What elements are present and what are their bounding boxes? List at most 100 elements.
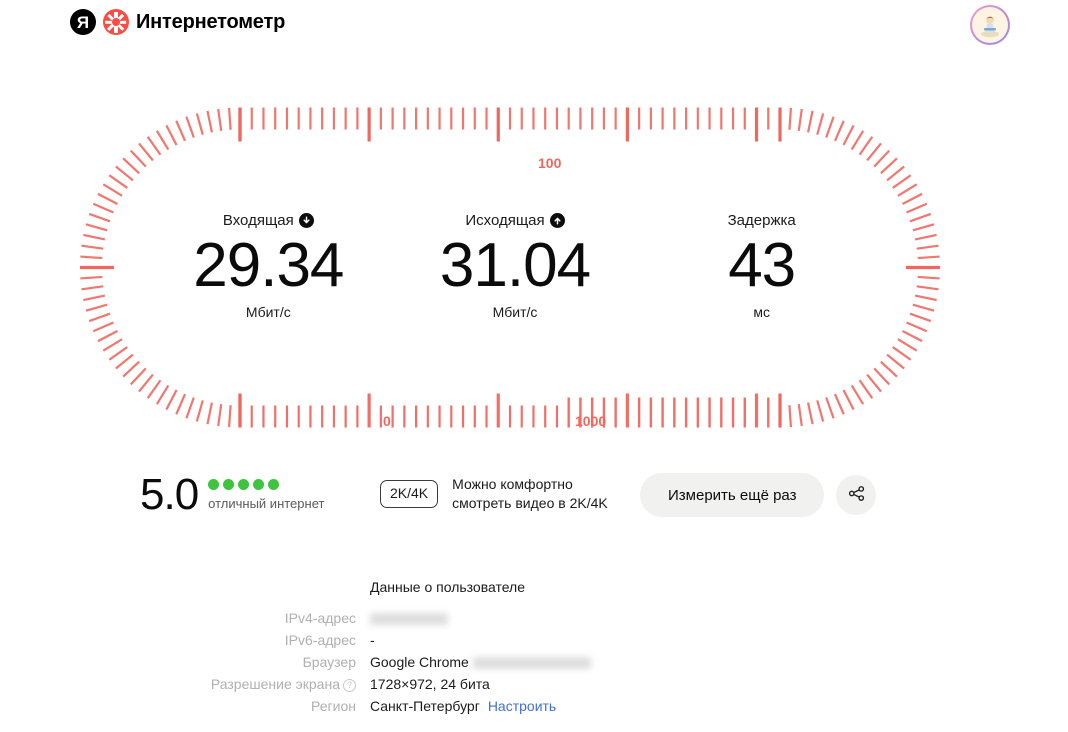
user-data-key: IPv6-адрес bbox=[284, 632, 356, 648]
gauge-tick bbox=[916, 285, 939, 291]
user-data-title: Данные о пользователе bbox=[370, 579, 526, 595]
gauge-tick bbox=[122, 360, 140, 378]
gauge-tick bbox=[138, 142, 154, 162]
gauge-tick bbox=[902, 330, 923, 343]
gauge-tick bbox=[873, 149, 891, 168]
gauge-tick bbox=[97, 330, 118, 343]
gauge-tick bbox=[165, 389, 178, 411]
gauge-tick bbox=[155, 384, 170, 405]
gauge-tick bbox=[880, 157, 898, 175]
gauge-tick bbox=[916, 244, 939, 250]
remeasure-button[interactable]: Измерить ещё раз bbox=[640, 473, 825, 517]
user-data-key: IPv4-адрес bbox=[284, 610, 356, 626]
gauge-tick bbox=[858, 136, 874, 156]
gauge-tick bbox=[80, 275, 103, 280]
metric-latency-title: Задержка bbox=[638, 210, 885, 230]
gauge-tick bbox=[892, 174, 912, 189]
user-data-row: Браузер Google Chrome bbox=[0, 651, 1068, 673]
gauge-tick bbox=[83, 294, 106, 302]
user-data-row: IPv6-адрес - bbox=[0, 629, 1068, 651]
user-data-key: Регион bbox=[311, 698, 356, 714]
gauge-label-100: 100 bbox=[538, 155, 562, 171]
video-quality-block: 2K/4K Можно комфортно смотреть видео в 2… bbox=[380, 475, 608, 513]
gauge-tick bbox=[917, 255, 940, 260]
user-data-value bbox=[363, 607, 1068, 629]
user-data-row: IPv4-адрес bbox=[0, 607, 1068, 629]
gauge-tick bbox=[858, 379, 874, 399]
metric-upload-value: 31.04 bbox=[439, 231, 591, 300]
user-data-key: Разрешение экрана? bbox=[0, 673, 363, 695]
rating-dots bbox=[208, 479, 324, 490]
gauge-tick bbox=[797, 404, 803, 427]
gauge-tick bbox=[906, 321, 928, 333]
gauge-tick bbox=[892, 346, 912, 361]
gauge-tick bbox=[195, 400, 204, 422]
action-buttons: Измерить ещё раз bbox=[640, 473, 877, 517]
metric-latency: Задержка 43 мс bbox=[638, 210, 885, 321]
rating-block: 5.0 отличный интернет bbox=[140, 468, 324, 517]
rating-dot bbox=[253, 479, 265, 490]
gauge-tick bbox=[807, 110, 814, 133]
page-header: Я Интернетометр bbox=[0, 0, 1068, 56]
metric-upload-unit: Мбит/с bbox=[492, 304, 538, 321]
region-setup-link[interactable]: Настроить bbox=[487, 698, 557, 714]
brand-logo[interactable]: Я Интернетометр bbox=[70, 9, 285, 35]
gauge-tick bbox=[146, 136, 162, 156]
metric-latency-label: Задержка bbox=[727, 211, 796, 229]
gauge-tick bbox=[807, 402, 814, 425]
gauge-tick bbox=[850, 384, 865, 405]
avatar-image bbox=[972, 7, 1008, 43]
gauge-tick bbox=[797, 108, 803, 131]
gauge-tick bbox=[217, 108, 223, 131]
gauge-tick bbox=[842, 124, 855, 146]
gauge-tick bbox=[902, 192, 923, 205]
gauge-label-0: 0 bbox=[383, 413, 391, 429]
gauge-tick bbox=[102, 183, 123, 197]
user-avatar[interactable] bbox=[970, 5, 1010, 45]
gauge-tick bbox=[165, 124, 178, 146]
gauge-tick bbox=[92, 321, 114, 333]
gauge-tick bbox=[886, 353, 905, 370]
share-button[interactable] bbox=[836, 475, 877, 515]
redacted-value bbox=[370, 613, 448, 626]
gauge-tick bbox=[85, 303, 108, 312]
rating-dot bbox=[268, 479, 280, 490]
rating-dot bbox=[238, 479, 250, 490]
yandex-logo-icon: Я bbox=[70, 9, 96, 35]
gauge-tick bbox=[195, 113, 204, 135]
gauge-tick bbox=[108, 174, 128, 189]
metric-download-value: 29.34 bbox=[193, 231, 344, 300]
metrics-row: Входящая 29.34 Мбит/с Исходящая 31.04 Мб… bbox=[145, 210, 885, 321]
help-icon[interactable]: ? bbox=[343, 679, 356, 692]
gauge-tick bbox=[175, 120, 187, 142]
video-quality-text: Можно комфортно смотреть видео в 2K/4K bbox=[452, 476, 608, 511]
brand-title: Интернетометр bbox=[136, 10, 286, 33]
metric-latency-value: 43 bbox=[728, 231, 796, 300]
video-quality-badge: 2K/4K bbox=[380, 480, 439, 508]
metric-upload-title: Исходящая bbox=[392, 210, 639, 230]
gauge-label-1000: 1000 bbox=[575, 413, 607, 429]
rating-dot bbox=[208, 479, 220, 490]
share-nodes-icon bbox=[847, 484, 866, 506]
user-data-value: Google Chrome bbox=[363, 651, 1068, 673]
avatar-illustration-icon bbox=[981, 16, 999, 38]
arrow-down-icon bbox=[298, 212, 314, 228]
gauge-ticks bbox=[80, 107, 940, 428]
gauge-tick bbox=[909, 312, 932, 323]
gauge-tick bbox=[129, 367, 147, 386]
gauge-tick bbox=[122, 157, 140, 175]
gauge-tick bbox=[129, 149, 147, 168]
gauge-tick bbox=[880, 360, 898, 378]
result-summary-bar: 5.0 отличный интернет 2K/4K Можно комфор… bbox=[0, 468, 1068, 530]
gauge-tick bbox=[108, 346, 128, 361]
internetometer-burst-icon bbox=[103, 9, 129, 35]
gauge-tick bbox=[227, 405, 232, 428]
gauge-tick bbox=[227, 107, 232, 130]
user-data-row: Регион Санкт-Петербург Настроить bbox=[0, 695, 1068, 717]
gauge-tick bbox=[866, 373, 882, 393]
gauge-tick bbox=[914, 294, 937, 302]
gauge-tick bbox=[897, 183, 918, 197]
rating-details: отличный интернет bbox=[208, 479, 324, 511]
user-data-value: Санкт-Петербург Настроить bbox=[370, 698, 557, 714]
gauge-tick bbox=[185, 116, 195, 138]
